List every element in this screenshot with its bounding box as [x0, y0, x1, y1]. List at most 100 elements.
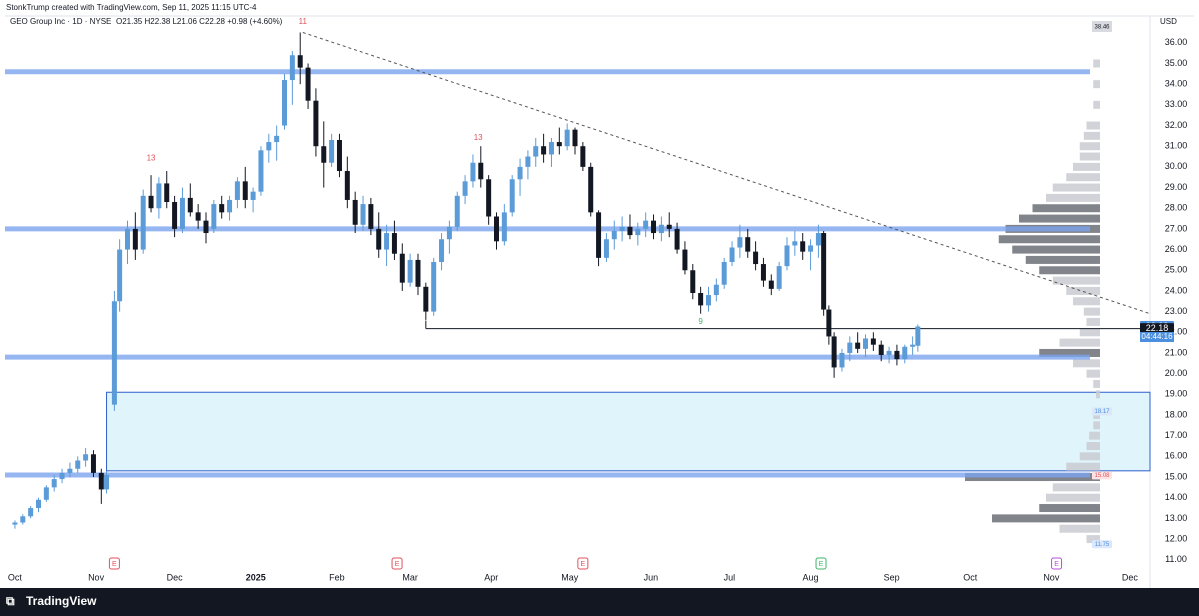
event-label: E — [395, 561, 400, 568]
candle-body — [501, 212, 507, 242]
candle-body — [439, 239, 445, 262]
candle-body — [250, 191, 256, 200]
event-label: E — [819, 561, 824, 568]
profile-bar — [1073, 359, 1100, 368]
candle-body — [627, 226, 633, 236]
profile-bar — [1093, 421, 1100, 430]
y-tick-label: 18.00 — [1165, 409, 1188, 419]
candle-body — [658, 224, 664, 234]
y-tick-label: 25.00 — [1165, 265, 1188, 275]
candle-body — [124, 228, 130, 250]
logo: ⧉ — [6, 594, 15, 608]
candle-body — [423, 286, 429, 312]
y-tick-label: 12.00 — [1165, 533, 1188, 543]
candle-body — [211, 204, 217, 229]
candle-body — [179, 197, 185, 229]
x-tick-label: Oct — [963, 572, 978, 582]
candle-body — [470, 162, 476, 182]
price-label-box — [1092, 540, 1112, 549]
candle-body — [117, 249, 123, 302]
top-label: 38.46 — [1094, 25, 1110, 31]
candle-body — [486, 179, 492, 217]
candle-body — [721, 261, 727, 285]
profile-bar — [1073, 162, 1100, 171]
candle-body — [98, 472, 104, 490]
candle-body — [282, 80, 288, 126]
candle-body — [619, 226, 625, 231]
price-label: 15.08 — [1094, 473, 1110, 479]
y-tick-label: 23.00 — [1165, 306, 1188, 316]
y-tick-label: 13.00 — [1165, 513, 1188, 523]
profile-bar — [1083, 131, 1100, 140]
y-tick-label: 34.00 — [1165, 79, 1188, 89]
candle-body — [368, 204, 374, 229]
brand: TradingView — [26, 594, 97, 608]
candle-body — [808, 245, 814, 252]
x-tick-label: Dec — [1122, 572, 1139, 582]
candle-body — [407, 259, 413, 283]
candle-body — [344, 171, 350, 200]
candle-body — [329, 139, 335, 163]
y-tick-label: 20.00 — [1165, 368, 1188, 378]
annotation: 11 — [299, 17, 308, 26]
candle-body — [525, 156, 531, 167]
candle-body — [140, 195, 146, 250]
candle-body — [28, 508, 34, 517]
candle-body — [533, 146, 539, 157]
trendline — [302, 31, 1151, 315]
profile-bar — [1066, 286, 1100, 295]
profile-bar — [1046, 193, 1100, 202]
candle-body — [234, 181, 240, 200]
candle-body — [67, 468, 73, 473]
candle-body — [274, 135, 280, 143]
profile-bar — [1086, 369, 1100, 378]
candle-body — [826, 309, 832, 337]
candle-body — [266, 142, 272, 151]
candle-body — [35, 499, 41, 509]
candle-body — [90, 454, 96, 473]
top-label-box — [1092, 21, 1112, 32]
candle-body — [289, 55, 295, 81]
candle-body — [111, 301, 117, 405]
credit: StonkTrump created with TradingView.com,… — [6, 3, 257, 12]
candle-body — [51, 479, 57, 488]
profile-bar — [1086, 317, 1100, 326]
profile-bar — [1039, 504, 1100, 513]
candle-body — [580, 146, 586, 167]
x-tick-label: Apr — [484, 572, 498, 582]
y-tick-label: 28.00 — [1165, 203, 1188, 213]
candle-body — [603, 239, 609, 258]
event-label: E — [581, 561, 586, 568]
y-tick-label: 19.00 — [1165, 389, 1188, 399]
price-label: 11.75 — [1095, 542, 1110, 548]
candle-body — [564, 129, 570, 147]
profile-bar — [1086, 442, 1100, 451]
profile-bar — [1095, 390, 1100, 399]
profile-bar — [1086, 535, 1100, 544]
y-tick-label: 35.00 — [1165, 58, 1188, 68]
y-tick-label: 24.00 — [1165, 285, 1188, 295]
profile-bar — [1025, 255, 1100, 264]
profile-bar — [1046, 493, 1100, 502]
candle-body — [651, 220, 657, 234]
candle-body — [815, 233, 821, 246]
annotation: 9 — [698, 317, 703, 326]
candle-body — [83, 454, 89, 461]
candle-body — [164, 183, 170, 203]
candle-body — [431, 261, 437, 312]
price-label-box — [1092, 471, 1112, 480]
candle-body — [863, 338, 869, 349]
candle-body — [784, 245, 790, 267]
y-tick-label: 27.00 — [1165, 223, 1188, 233]
y-tick-label: 14.00 — [1165, 492, 1188, 502]
candle-body — [745, 237, 751, 252]
candle-body — [43, 487, 49, 500]
candle-body — [12, 522, 18, 525]
profile-bar — [1039, 266, 1100, 275]
ohlc: O21.35 H22.38 L21.06 C22.28 +0.98 (+4.60… — [116, 17, 283, 26]
profile-bar — [1093, 80, 1100, 89]
candle-body — [509, 179, 515, 213]
